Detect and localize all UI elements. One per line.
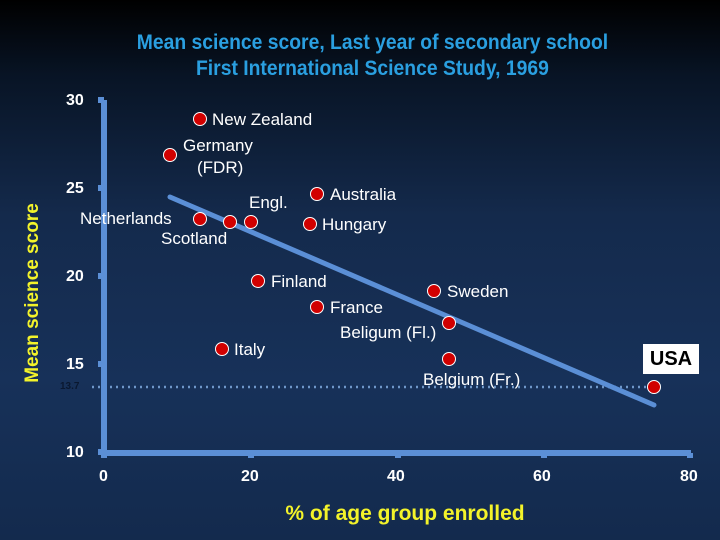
label-germany-fdr: (FDR) (197, 158, 244, 177)
point-australia[interactable] (310, 187, 324, 201)
point-belgium-fr[interactable] (442, 352, 456, 366)
data-points (163, 112, 661, 394)
label-belgium-fr: Belgium (Fr.) (423, 370, 521, 389)
point-france[interactable] (310, 300, 324, 314)
x-tick-0: 0 (99, 468, 108, 485)
point-hungary[interactable] (303, 217, 317, 231)
label-italy: Italy (234, 340, 266, 359)
point-new-zealand[interactable] (193, 112, 207, 126)
title-line-2: First International Science Study, 1969 (196, 57, 549, 80)
y-tick-20: 20 (66, 268, 84, 285)
point-usa[interactable] (647, 380, 661, 394)
label-finland: Finland (271, 272, 327, 291)
point-germany[interactable] (163, 148, 177, 162)
x-tick-marks (101, 453, 693, 458)
point-england[interactable] (244, 215, 258, 229)
point-sweden[interactable] (427, 284, 441, 298)
title-line-1: Mean science score, Last year of seconda… (136, 31, 609, 54)
label-france: France (330, 298, 383, 317)
label-sweden: Sweden (447, 282, 509, 301)
label-new-zealand: New Zealand (212, 110, 313, 129)
point-finland[interactable] (251, 274, 265, 288)
label-scotland: Scotland (161, 229, 228, 248)
point-italy[interactable] (215, 342, 229, 356)
y-tick-10: 10 (66, 444, 84, 461)
y-tick-15: 15 (66, 356, 84, 373)
y-tick-30: 30 (66, 92, 84, 109)
x-axis-label: % of age group enrolled (285, 502, 525, 525)
x-tick-40: 40 (387, 468, 405, 485)
y-axis-label: Mean science score (22, 203, 43, 383)
usa-callout-box: USA (643, 344, 699, 374)
point-netherlands[interactable] (193, 212, 207, 226)
point-scotland[interactable] (223, 215, 237, 229)
y-tick-marks (98, 97, 104, 455)
label-netherlands: Netherlands (80, 209, 172, 228)
chart-title: Mean science score, Last year of seconda… (30, 30, 715, 82)
point-belgium-fl[interactable] (442, 316, 456, 330)
label-germany: Germany (183, 136, 253, 155)
x-tick-80: 80 (680, 468, 698, 485)
label-australia: Australia (330, 185, 397, 204)
x-tick-20: 20 (241, 468, 259, 485)
trend-line (167, 194, 657, 408)
reference-value-label: 13.7 (60, 381, 80, 392)
y-tick-25: 25 (66, 180, 84, 197)
label-england: Engl. (249, 193, 288, 212)
label-belgium-fl: Beligum (Fl.) (340, 323, 437, 342)
label-hungary: Hungary (322, 215, 387, 234)
x-tick-60: 60 (533, 468, 551, 485)
